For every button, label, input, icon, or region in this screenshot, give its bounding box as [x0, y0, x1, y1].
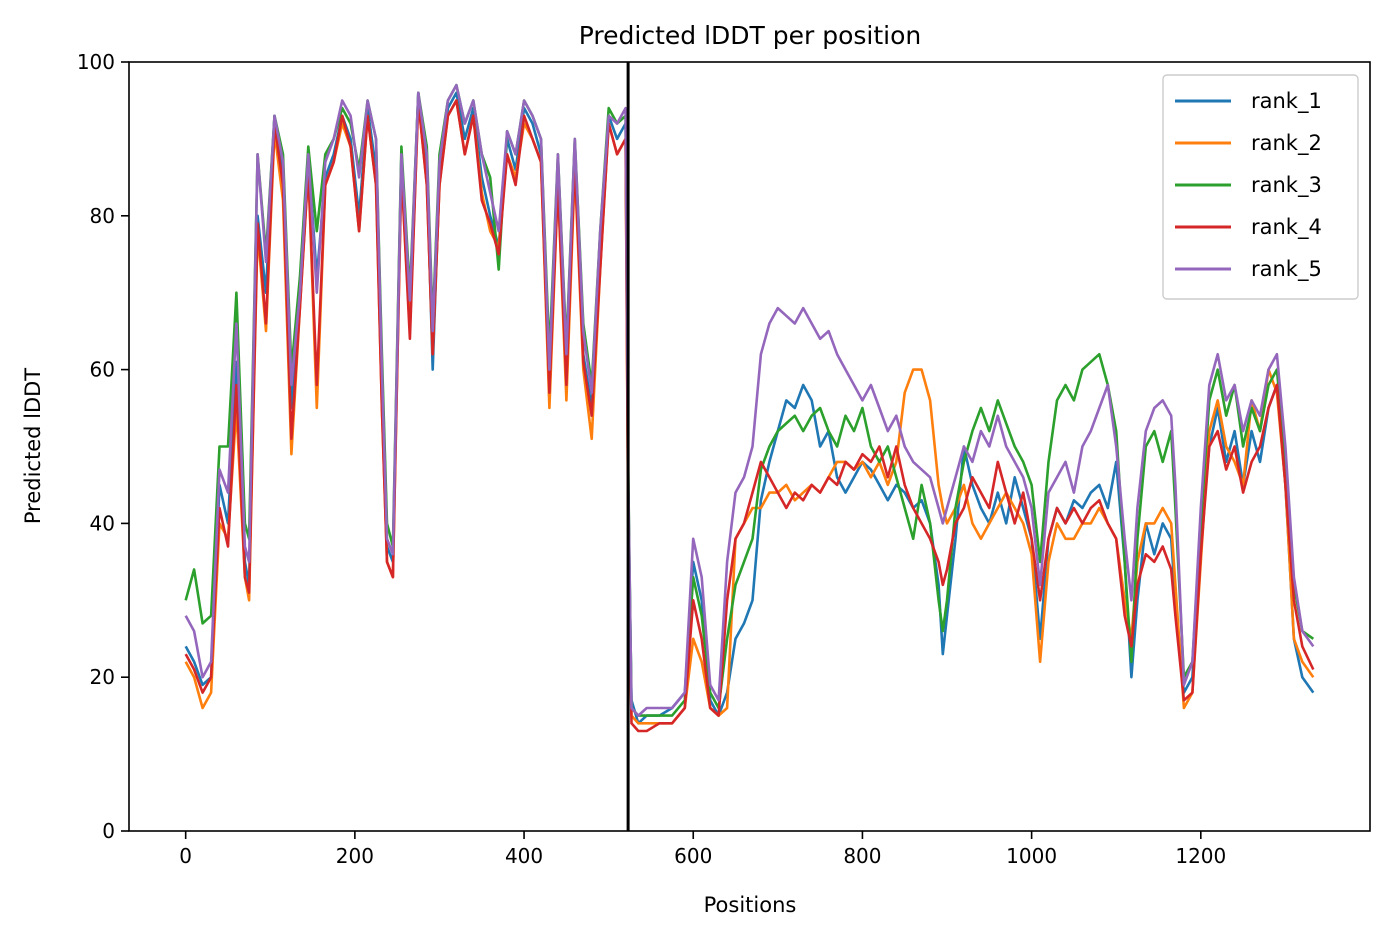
- legend-label: rank_3: [1251, 173, 1322, 198]
- axes-frame: [128, 61, 1371, 832]
- x-tick-label: 400: [505, 844, 543, 868]
- x-axis-title: Positions: [704, 893, 797, 917]
- y-tick-label: 100: [77, 50, 115, 74]
- plot-area: [128, 61, 1371, 832]
- x-tick-label: 0: [179, 844, 192, 868]
- x-tick-label: 600: [674, 844, 712, 868]
- x-axis: 0 200 400 600 800 1000 1200: [179, 831, 1226, 868]
- legend-label: rank_1: [1251, 89, 1322, 114]
- legend-box: [1162, 74, 1359, 300]
- x-tick-label: 1000: [1006, 844, 1057, 868]
- y-tick-label: 60: [90, 358, 115, 382]
- y-tick-label: 0: [102, 819, 115, 843]
- x-tick-label: 800: [843, 844, 881, 868]
- chart-title: Predicted lDDT per position: [579, 21, 921, 50]
- legend: rank_1 rank_2 rank_3 rank_4 rank_5: [1162, 74, 1359, 300]
- series-lines: [184, 83, 1315, 733]
- y-tick-label: 80: [90, 204, 115, 228]
- x-tick-label: 1200: [1175, 844, 1226, 868]
- x-tick-label: 200: [336, 844, 374, 868]
- y-tick-label: 20: [90, 665, 115, 689]
- y-tick-label: 40: [90, 511, 115, 535]
- y-axis-title: Predicted lDDT: [21, 368, 45, 524]
- series-line-rank-5: [184, 83, 1315, 717]
- legend-label: rank_5: [1251, 257, 1322, 282]
- legend-label: rank_2: [1251, 131, 1322, 156]
- y-axis: 0 20 40 60 80 100: [77, 50, 129, 843]
- series-line-rank-4: [184, 99, 1315, 733]
- legend-label: rank_4: [1251, 215, 1322, 240]
